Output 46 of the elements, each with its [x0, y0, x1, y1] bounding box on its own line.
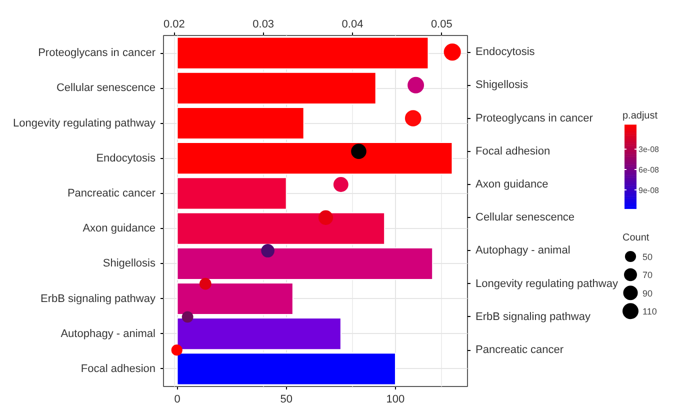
x-tick-label: 0: [174, 394, 180, 405]
color-bar-label: 3e-08: [638, 145, 660, 154]
y-tick-label: Shigellosis: [102, 258, 156, 270]
y-tick-label: Endocytosis: [476, 46, 536, 58]
y-tick-label: Autophagy - animal: [60, 328, 156, 340]
y-tick-label: Axon guidance: [476, 178, 548, 191]
color-bar-label: 6e-08: [638, 166, 660, 175]
bar: [176, 247, 434, 280]
legend-label: 50: [642, 252, 653, 262]
bar: [176, 72, 376, 104]
bar: [176, 282, 294, 316]
color-bar-title: p.adjust: [622, 110, 658, 122]
y-tick-label: Autophagy - animal: [476, 244, 570, 257]
x-tick-label: 0.02: [163, 18, 185, 30]
y-tick-label: Cellular senescence: [476, 212, 575, 224]
y-tick-label: Axon guidance: [82, 222, 156, 235]
y-tick-label: Pancreatic cancer: [67, 187, 156, 200]
y-tick-label: Longevity regulating pathway: [13, 117, 156, 130]
y-tick-label: Endocytosis: [96, 152, 156, 164]
bar: [176, 352, 396, 386]
y-tick-label: ErbB signaling pathway: [476, 310, 591, 323]
y-tick-label: Shigellosis: [476, 79, 529, 92]
x-tick-label: 100: [386, 394, 405, 405]
bar: [176, 106, 304, 140]
x-tick-label: 0.03: [252, 18, 274, 30]
bar: [176, 177, 287, 210]
y-tick-label: Proteoglycans in cancer: [38, 47, 156, 60]
color-bar-label: 9e-08: [638, 186, 660, 195]
y-tick-label: Pancreatic cancer: [476, 344, 564, 356]
legend-label: 70: [642, 270, 653, 280]
x-tick-label: 0.05: [430, 18, 452, 30]
y-tick-label: Focal adhesion: [476, 145, 550, 158]
y-tick-label: Longevity regulating pathway: [476, 278, 618, 290]
bar: [176, 36, 429, 70]
y-tick-label: Focal adhesion: [80, 362, 156, 375]
x-tick-label: 0.04: [342, 18, 364, 30]
bar: [176, 318, 342, 350]
y-tick-label: Proteoglycans in cancer: [476, 112, 594, 124]
legend-label: 110: [642, 306, 657, 317]
bar: [176, 212, 386, 245]
bar: [176, 142, 453, 175]
legend-label: 90: [642, 288, 653, 298]
y-tick-label: ErbB signaling pathway: [40, 292, 156, 305]
x-tick-label: 50: [280, 394, 292, 405]
legend-title: Count: [622, 232, 650, 244]
y-tick-label: Cellular senescence: [56, 82, 156, 94]
